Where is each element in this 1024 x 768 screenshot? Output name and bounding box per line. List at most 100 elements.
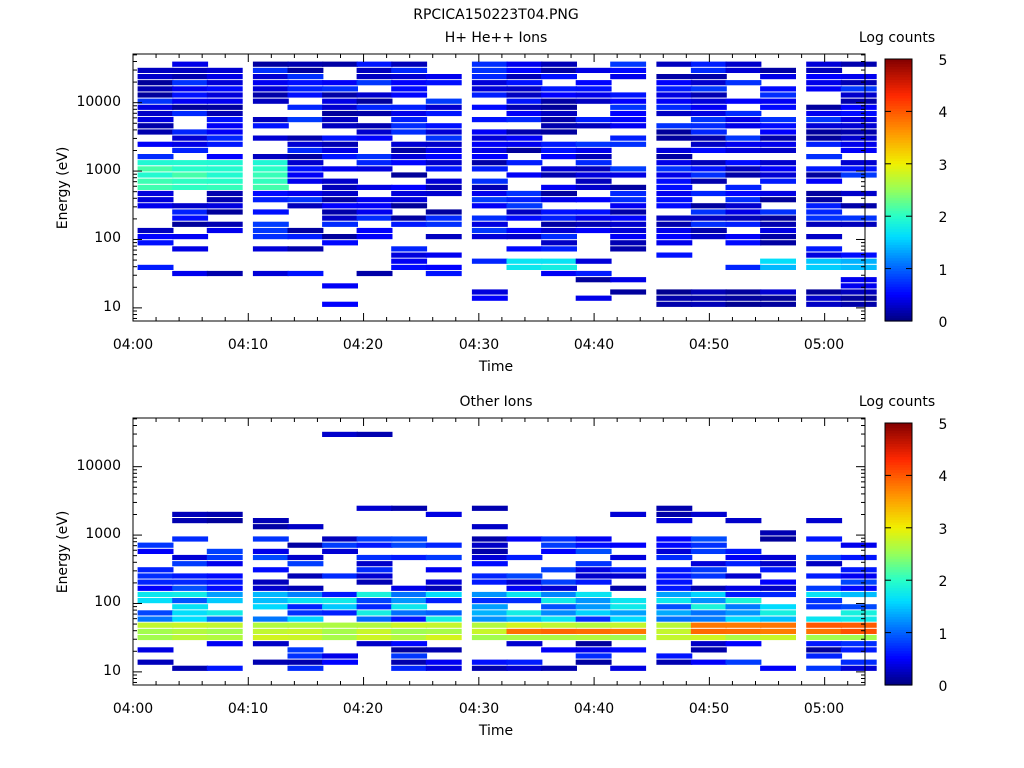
heatmap-cell bbox=[760, 104, 796, 110]
panel-title: H+ He++ Ions bbox=[445, 30, 548, 46]
heatmap-cell bbox=[541, 221, 577, 227]
heatmap-cell bbox=[760, 536, 796, 542]
heatmap-cell bbox=[541, 67, 577, 73]
heatmap-cell bbox=[425, 591, 462, 598]
colorbar-tick-label: 4 bbox=[939, 105, 948, 121]
heatmap-cell bbox=[206, 610, 243, 616]
heatmap-cell bbox=[806, 172, 843, 178]
colorbar-swatch bbox=[885, 653, 912, 657]
heatmap-cell bbox=[725, 610, 762, 616]
heatmap-cell bbox=[356, 628, 393, 634]
heatmap-cell bbox=[206, 270, 243, 277]
colorbar-swatch bbox=[885, 443, 912, 448]
heatmap-cell bbox=[471, 147, 508, 153]
colorbar-swatch bbox=[885, 197, 912, 202]
heatmap-cell bbox=[425, 511, 462, 517]
heatmap-cell bbox=[610, 573, 647, 579]
heatmap-cell bbox=[252, 154, 289, 160]
colorbar-swatch bbox=[885, 454, 912, 458]
heatmap-cell bbox=[506, 110, 543, 117]
heatmap-cell bbox=[506, 98, 543, 104]
heatmap-cell bbox=[287, 166, 324, 172]
colorbar-swatch bbox=[885, 606, 912, 610]
heatmap-cell bbox=[425, 209, 462, 215]
heatmap-cell bbox=[760, 117, 796, 123]
heatmap-cell bbox=[172, 591, 209, 598]
heatmap-cell bbox=[471, 129, 508, 135]
colorbar-swatch bbox=[885, 629, 912, 634]
colorbar-swatch bbox=[885, 457, 912, 461]
heatmap-cell bbox=[137, 628, 174, 634]
heatmap-cell bbox=[206, 104, 243, 110]
colorbar-swatch bbox=[885, 430, 912, 435]
colorbar-swatch bbox=[885, 258, 912, 262]
heatmap-cell bbox=[656, 221, 693, 227]
heatmap-cell bbox=[610, 234, 647, 240]
heatmap-cell bbox=[206, 166, 243, 172]
colorbar-tick-label: 3 bbox=[939, 522, 948, 538]
heatmap-cell bbox=[840, 86, 877, 92]
heatmap-cell bbox=[806, 61, 843, 67]
heatmap-cell bbox=[322, 117, 358, 123]
heatmap-cell bbox=[690, 634, 727, 641]
colorbar-tick-label: 1 bbox=[939, 627, 948, 643]
heatmap-cell bbox=[206, 634, 243, 641]
heatmap-cell bbox=[287, 80, 324, 86]
colorbar-swatch bbox=[885, 82, 912, 86]
heatmap-cell bbox=[806, 604, 843, 610]
colorbar-swatch bbox=[885, 213, 912, 217]
heatmap-cell bbox=[471, 92, 508, 98]
colorbar-swatch bbox=[885, 519, 912, 524]
heatmap-cell bbox=[541, 622, 577, 628]
heatmap-cell bbox=[725, 295, 762, 301]
heatmap-cell bbox=[760, 604, 796, 610]
heatmap-cell bbox=[656, 505, 693, 511]
heatmap-cell bbox=[806, 110, 843, 117]
heatmap-cell bbox=[252, 135, 289, 141]
colorbar-swatch bbox=[885, 569, 912, 573]
heatmap-cell bbox=[506, 591, 543, 598]
heatmap-cell bbox=[840, 135, 877, 141]
heatmap-cell bbox=[690, 141, 727, 147]
heatmap-cell bbox=[206, 561, 243, 567]
heatmap-cell bbox=[137, 542, 174, 548]
colorbar-swatch bbox=[885, 64, 912, 68]
heatmap-cell bbox=[356, 74, 393, 80]
heatmap-cell bbox=[656, 129, 693, 135]
heatmap-cell bbox=[760, 634, 796, 641]
colorbar-swatch bbox=[885, 281, 912, 285]
heatmap-cell bbox=[760, 129, 796, 135]
heatmap-cell bbox=[287, 117, 324, 123]
heatmap-cell bbox=[575, 573, 612, 579]
heatmap-cell bbox=[252, 554, 289, 561]
heatmap-cell bbox=[206, 74, 243, 80]
heatmap-cell bbox=[541, 548, 577, 554]
colorbar-swatch bbox=[885, 242, 912, 246]
heatmap-cell bbox=[656, 659, 693, 665]
heatmap-cell bbox=[471, 197, 508, 203]
heatmap-cell bbox=[575, 221, 612, 227]
heatmap-cell bbox=[391, 258, 428, 264]
colorbar-swatch bbox=[885, 522, 912, 526]
heatmap-cell bbox=[690, 209, 727, 215]
colorbar-swatch bbox=[885, 627, 912, 631]
colorbar-swatch bbox=[885, 674, 912, 678]
heatmap-cell bbox=[506, 215, 543, 221]
heatmap-cell bbox=[840, 147, 877, 153]
heatmap-cell bbox=[425, 659, 462, 665]
heatmap-cell bbox=[425, 190, 462, 197]
heatmap-cell bbox=[252, 74, 289, 80]
heatmap-cell bbox=[656, 634, 693, 641]
colorbar-swatch bbox=[885, 509, 912, 513]
heatmap-cell bbox=[725, 518, 762, 524]
colorbar-swatch bbox=[885, 137, 912, 141]
heatmap-cell bbox=[806, 141, 843, 147]
heatmap-cell bbox=[137, 227, 174, 234]
colorbar-swatch bbox=[885, 514, 912, 518]
heatmap-cell bbox=[656, 80, 693, 86]
colorbar-swatch bbox=[885, 79, 912, 84]
heatmap-cell bbox=[506, 659, 543, 665]
heatmap-cell bbox=[206, 511, 243, 517]
heatmap-cell bbox=[425, 123, 462, 129]
heatmap-cell bbox=[391, 67, 428, 73]
